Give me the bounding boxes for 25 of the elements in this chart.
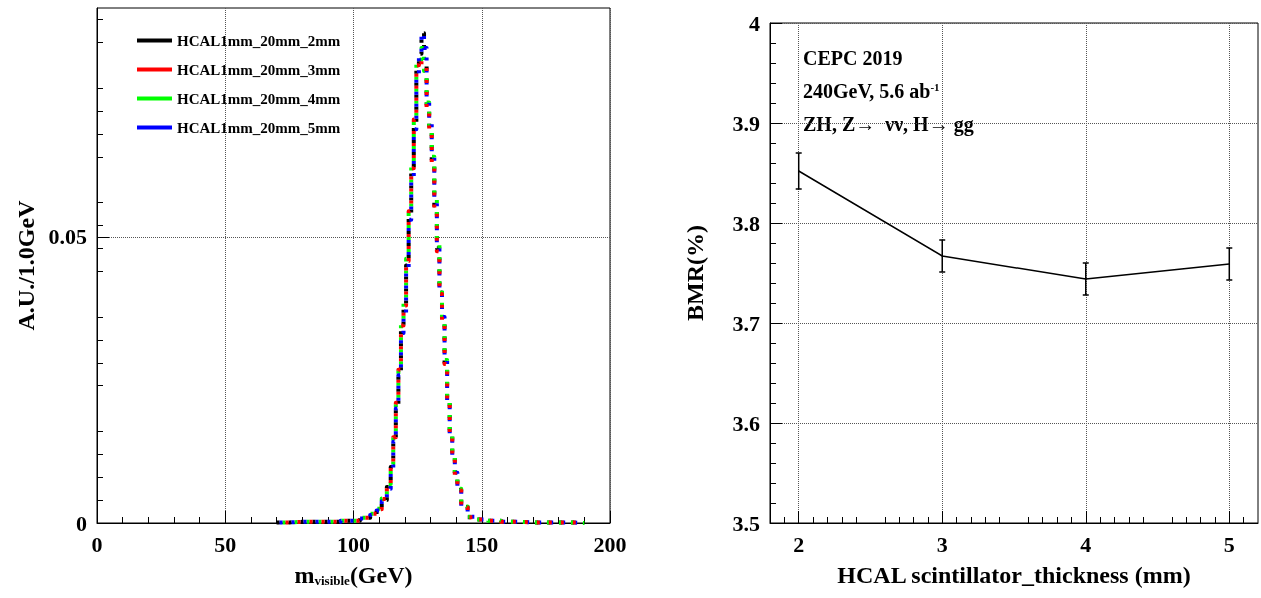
y-axis-title: BMR(%) (682, 225, 708, 321)
y-tick-label: 3.8 (732, 210, 760, 236)
x-tick-label: 150 (465, 531, 499, 557)
y-tick-label: 3.5 (732, 510, 760, 536)
y-tick-label: 0.05 (48, 224, 87, 250)
x-axis-title: HCAL scintillator_thickness (mm) (837, 562, 1191, 588)
legend-label: HCAL1mm_20mm_3mm (177, 61, 341, 78)
x-tick-label: 200 (593, 531, 627, 557)
x-tick-label: 2 (793, 531, 805, 557)
x-tick-label: 0 (91, 531, 103, 557)
x-tick-label: 3 (936, 531, 948, 557)
legend-label: HCAL1mm_20mm_2mm (177, 32, 341, 49)
x-tick-label: 100 (337, 531, 370, 557)
legend-label: HCAL1mm_20mm_5mm (177, 119, 341, 136)
x-axis-title: mvisible(GeV) (294, 562, 413, 588)
legend-label: HCAL1mm_20mm_4mm (177, 90, 341, 107)
x-tick-label: 5 (1223, 531, 1235, 557)
y-axis-title: A.U./1.0GeV (12, 199, 39, 331)
y-tick-label: 3.6 (732, 410, 760, 436)
annotation: CEPC 2019 (803, 47, 903, 69)
x-tick-label: 50 (214, 531, 237, 557)
x-tick-label: 4 (1080, 531, 1092, 557)
y-tick-label: 3.7 (732, 310, 760, 336)
y-tick-label: 3.9 (732, 110, 760, 136)
y-tick-label: 4 (749, 10, 760, 36)
